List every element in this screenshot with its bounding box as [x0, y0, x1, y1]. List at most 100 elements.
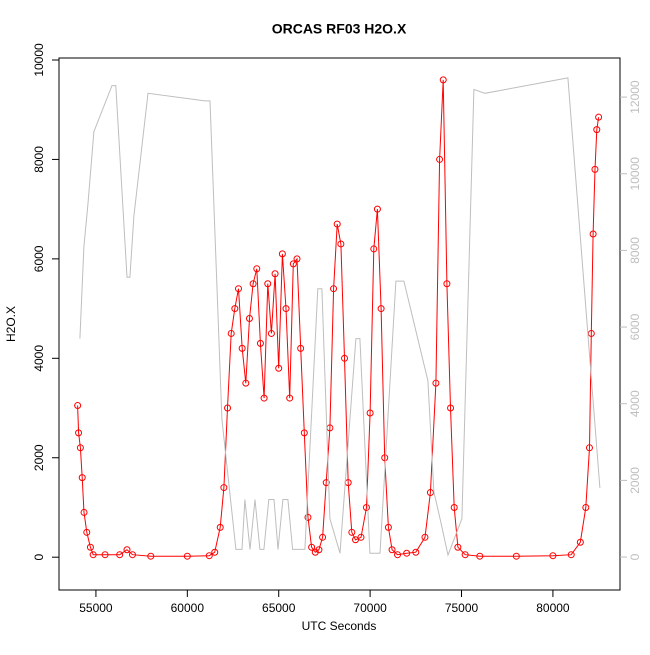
- data-point: [591, 165, 599, 173]
- data-point: [341, 354, 349, 362]
- x-tick-label: 60000: [171, 601, 205, 615]
- data-point: [362, 503, 370, 511]
- y2-tick-label: 10000: [628, 157, 642, 191]
- data-point: [322, 479, 330, 487]
- data-point: [439, 76, 447, 84]
- data-point: [293, 255, 301, 263]
- data-point: [319, 533, 327, 541]
- data-point: [308, 543, 316, 551]
- data-point: [454, 543, 462, 551]
- data-point: [370, 245, 378, 253]
- data-point: [101, 551, 109, 559]
- data-point: [593, 126, 601, 134]
- data-point: [337, 240, 345, 248]
- y-tick-label: 8000: [32, 146, 46, 173]
- data-point: [80, 508, 88, 516]
- chart-title: ORCAS RF03 H2O.X: [272, 21, 407, 37]
- data-point: [245, 315, 253, 323]
- data-point: [211, 548, 219, 556]
- data-point: [242, 379, 250, 387]
- data-point: [351, 536, 359, 544]
- data-point: [253, 265, 261, 273]
- data-point: [147, 552, 155, 560]
- x-tick-label: 75000: [445, 601, 479, 615]
- data-point: [595, 113, 603, 121]
- y2-tick-label: 6000: [628, 313, 642, 340]
- data-point: [330, 285, 338, 293]
- x-tick-label: 70000: [353, 601, 387, 615]
- data-point: [300, 429, 308, 437]
- data-point: [567, 551, 575, 559]
- data-point: [394, 551, 402, 559]
- data-point: [278, 250, 286, 258]
- y-tick-label: 10000: [32, 43, 46, 77]
- x-tick-label: 65000: [262, 601, 296, 615]
- data-point: [205, 552, 213, 560]
- data-point: [461, 551, 469, 559]
- data-point: [388, 546, 396, 554]
- data-point: [304, 513, 312, 521]
- y-tick-label: 4000: [32, 345, 46, 372]
- data-point: [589, 230, 597, 238]
- data-point: [74, 402, 82, 410]
- data-point: [75, 429, 83, 437]
- data-point: [576, 538, 584, 546]
- data-point: [447, 404, 455, 412]
- data-point: [227, 329, 235, 337]
- y2-tick-label: 0: [628, 553, 642, 560]
- series-line: [79, 77, 601, 557]
- y-tick-label: 2000: [32, 444, 46, 471]
- data-point: [220, 484, 228, 492]
- data-point: [377, 305, 385, 313]
- y2-tick-label: 2000: [628, 467, 642, 494]
- x-tick-label: 80000: [536, 601, 570, 615]
- data-point: [76, 444, 84, 452]
- data-point: [476, 552, 484, 560]
- data-point: [443, 280, 451, 288]
- data-point: [549, 552, 557, 560]
- data-point: [289, 260, 297, 268]
- y2-tick-label: 4000: [628, 390, 642, 417]
- data-point: [333, 220, 341, 228]
- data-point: [403, 549, 411, 557]
- data-point: [231, 305, 239, 313]
- data-point: [123, 546, 131, 554]
- data-point: [86, 543, 94, 551]
- data-point: [426, 489, 434, 497]
- data-point: [235, 285, 243, 293]
- data-point: [116, 551, 124, 559]
- data-point: [421, 533, 429, 541]
- y-tick-label: 0: [32, 554, 46, 561]
- data-point: [83, 528, 91, 536]
- x-axis-label: UTC Seconds: [302, 619, 377, 633]
- y2-tick-label: 8000: [628, 237, 642, 264]
- data-point: [183, 552, 191, 560]
- data-point: [286, 394, 294, 402]
- data-point: [582, 503, 590, 511]
- data-point: [384, 523, 392, 531]
- data-point: [271, 270, 279, 278]
- data-point: [128, 551, 136, 559]
- data-point: [348, 528, 356, 536]
- data-point: [275, 364, 283, 372]
- data-point: [366, 409, 374, 417]
- data-point: [282, 305, 290, 313]
- data-point: [373, 205, 381, 213]
- data-point: [89, 551, 97, 559]
- data-point: [412, 548, 420, 556]
- data-point: [216, 523, 224, 531]
- data-point: [450, 503, 458, 511]
- data-point: [432, 379, 440, 387]
- data-point: [78, 474, 86, 482]
- data-point: [315, 546, 323, 554]
- y-axis-label: H2O.X: [4, 306, 18, 342]
- data-point: [357, 533, 365, 541]
- data-point: [256, 339, 264, 347]
- data-point: [238, 344, 246, 352]
- data-point: [512, 552, 520, 560]
- data-point: [436, 155, 444, 163]
- x-tick-label: 55000: [79, 601, 113, 615]
- data-point: [264, 280, 272, 288]
